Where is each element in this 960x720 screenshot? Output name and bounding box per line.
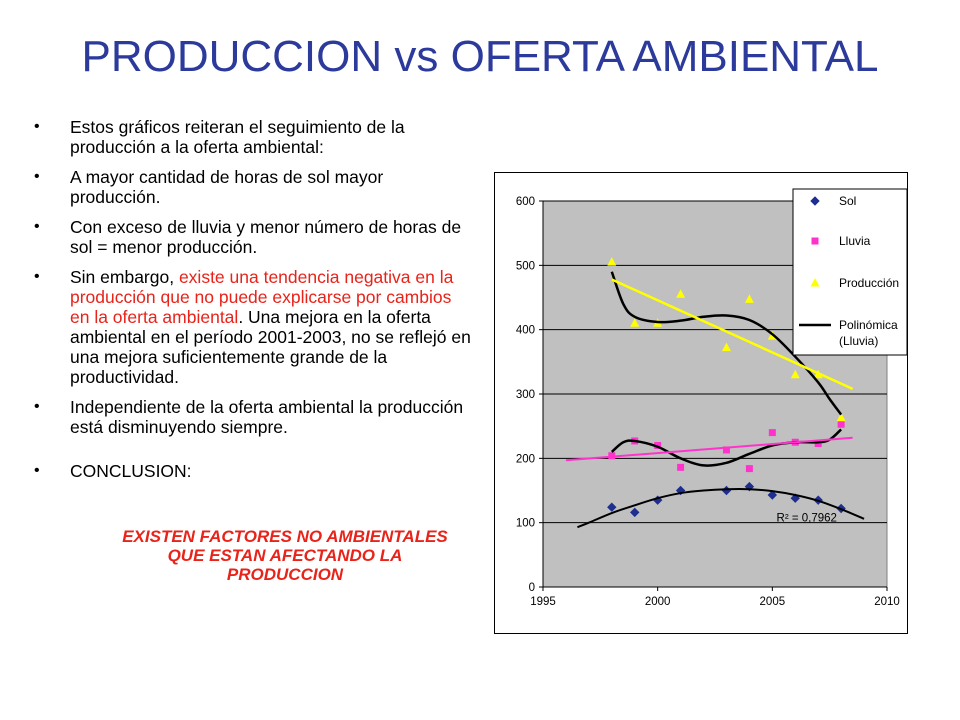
data-point-triangle: [744, 294, 754, 303]
legend-label: Sol: [839, 194, 856, 208]
legend-marker-diamond: [810, 196, 820, 206]
data-point-triangle: [676, 289, 686, 298]
bullet-item: • A mayor cantidad de horas de sol mayor…: [34, 167, 384, 207]
data-point-diamond: [630, 507, 640, 518]
bullet-item: • Sin embargo, existe una tendencia negat…: [34, 267, 471, 387]
bullet-item: • Independiente de la oferta ambiental la…: [34, 397, 464, 437]
chart-svg: 0 100 200 300 400 500 600 1995 2000 2005 2010 R² = …: [516, 188, 907, 608]
data-point-square: [768, 429, 776, 437]
data-point-triangle: [630, 318, 640, 327]
data-point-square: [677, 463, 685, 471]
trend-curve: [610, 271, 843, 416]
data-point-triangle: [721, 342, 731, 352]
conclusion-line: QUE ESTAN AFECTANDO LA: [167, 546, 403, 565]
y-tick-label: 600: [516, 196, 535, 208]
legend-marker-triangle: [810, 278, 820, 287]
r-squared-label: R² = 0,7962: [777, 513, 837, 525]
conclusion-line: PRODUCCION: [226, 565, 344, 584]
bullet-list: • Estos gráficos reiteran el seguimiento …: [34, 117, 474, 491]
x-tick-label: 2010: [874, 596, 900, 608]
bullet-text: A mayor cantidad de horas de sol mayor p…: [70, 167, 384, 207]
bullet-text: Independiente de la oferta ambiental la …: [70, 397, 464, 437]
conclusion-text: EXISTEN FACTORES NO AMBIENTALES QUE ESTA…: [30, 527, 540, 584]
y-tick-label: 100: [516, 518, 535, 530]
legend-label: (Lluvia): [839, 334, 878, 348]
legend-label: Producción: [839, 276, 899, 290]
data-point-square: [722, 446, 730, 454]
data-point-triangle: [790, 369, 800, 379]
bullet-text: Estos gráficos reiteran el seguimiento d…: [70, 117, 405, 157]
y-tick-label: 200: [516, 453, 535, 465]
y-tick-label: 300: [516, 389, 535, 401]
x-tick-label: 1995: [530, 596, 556, 608]
y-tick-label: 500: [516, 260, 535, 272]
trend-curve: [565, 436, 853, 462]
legend-marker-square: [811, 237, 819, 245]
bullet-text: CONCLUSION:: [70, 461, 192, 481]
data-point-diamond: [767, 490, 778, 500]
data-point-diamond: [607, 502, 617, 512]
x-tick-label: 2000: [645, 596, 671, 608]
trend-curve: [611, 278, 854, 390]
y-tick-label: 0: [529, 582, 535, 594]
bullet-item: • Estos gráficos reiteran el seguimiento …: [34, 117, 405, 157]
slide-title: PRODUCCION vs OFERTA AMBIENTAL: [81, 32, 879, 81]
bullet-item: • Con exceso de lluvia y menor número de …: [34, 217, 462, 257]
chart-container: 0 100 200 300 400 500 600 1995 2000 2005 2010 R² = …: [494, 172, 908, 634]
legend-label: Lluvia: [839, 234, 871, 248]
legend-label: Polinómica: [839, 318, 898, 332]
data-point-triangle: [607, 257, 617, 266]
legend-box: [792, 188, 907, 356]
bullet-text: Sin embargo,: [70, 267, 179, 287]
data-point-square: [837, 420, 845, 428]
data-point-square: [745, 465, 753, 473]
y-tick-label: 400: [516, 325, 535, 337]
data-point-square: [814, 440, 822, 448]
bullet-highlight: existe una tendencia negativa en la prod…: [70, 267, 454, 327]
trend-curve: [610, 428, 842, 467]
data-point-triangle: [836, 412, 846, 422]
bullet-text: Con exceso de lluvia y menor número de h…: [70, 217, 462, 257]
bullet-item: • CONCLUSION:: [34, 461, 192, 481]
conclusion-line: EXISTEN FACTORES NO AMBIENTALES: [122, 527, 448, 546]
trend-curve: [577, 488, 865, 529]
bullet-text: . Una mejora en la oferta ambiental en e…: [70, 307, 471, 387]
x-tick-label: 2005: [760, 596, 786, 608]
